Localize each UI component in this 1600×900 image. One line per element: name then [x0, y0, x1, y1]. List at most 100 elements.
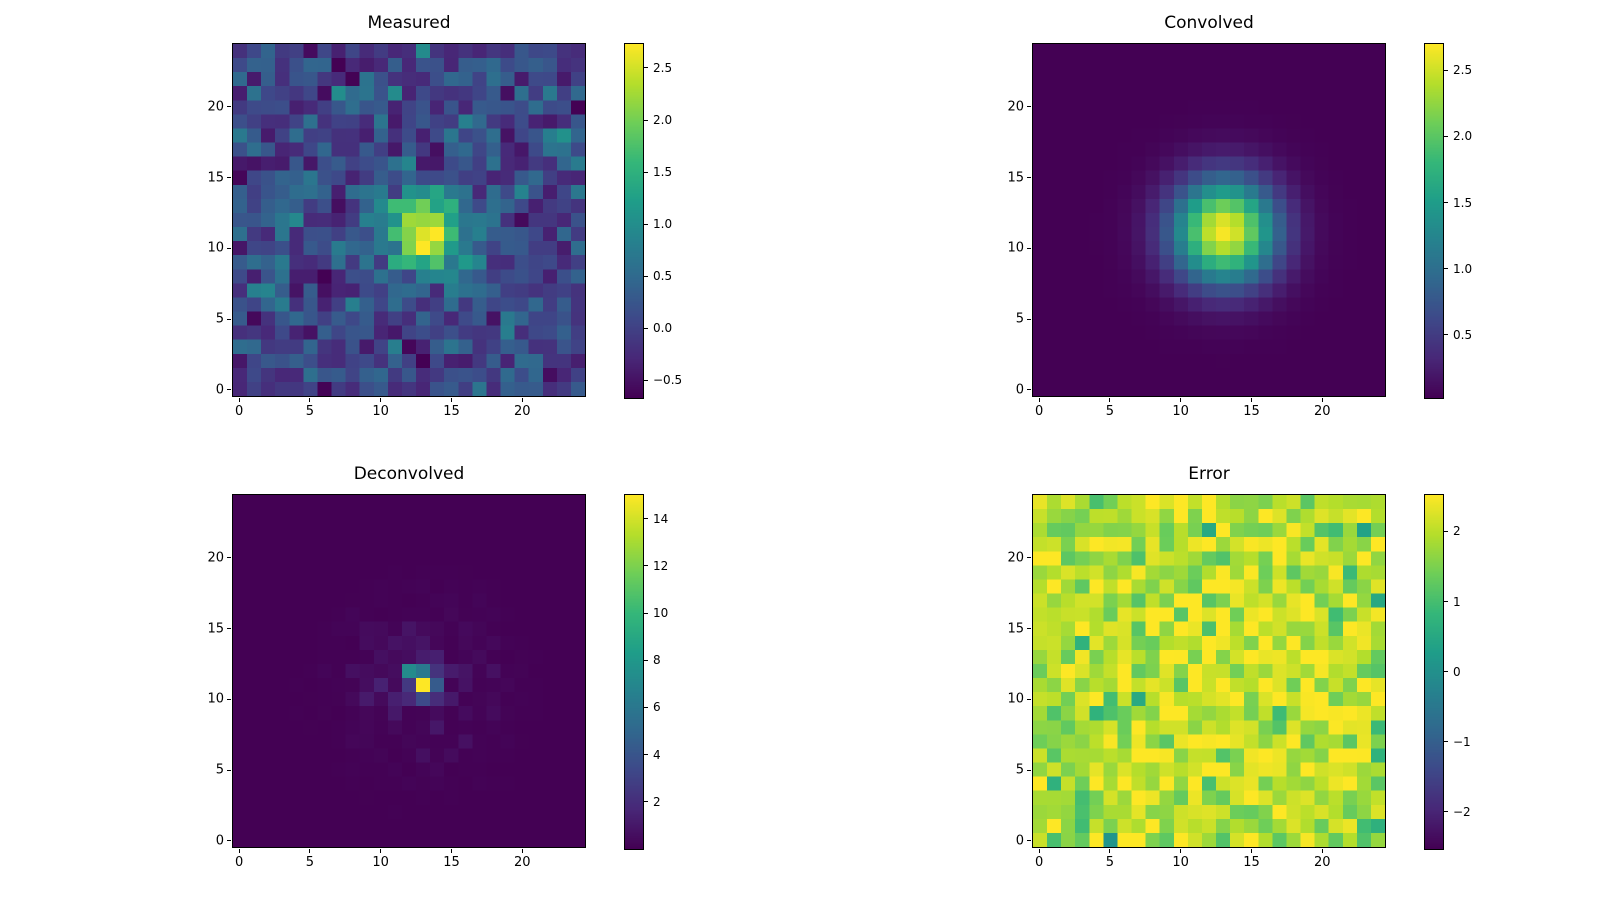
colorbar-tick-mark: [1444, 135, 1448, 137]
y-tick-mark: [1027, 177, 1031, 179]
y-tick-label: 20: [1007, 99, 1024, 115]
colorbar-tick-mark: [644, 223, 648, 225]
colorbar-gradient: [1425, 495, 1443, 849]
colorbar-tick-mark: [1444, 811, 1448, 813]
colorbar-tick-mark: [644, 706, 648, 708]
colorbar-tick-mark: [644, 379, 648, 381]
x-tick-mark: [238, 849, 240, 853]
colorbar-tick-mark: [1444, 671, 1448, 673]
colorbar-tick-mark: [644, 565, 648, 567]
colorbar: 14 12 10 8 6 4 2: [624, 494, 668, 850]
y-tick-mark: [1027, 106, 1031, 108]
colorbar-tick-mark: [644, 801, 648, 803]
colorbar-tick-mark: [1444, 334, 1448, 336]
colorbar-tick-mark: [644, 119, 648, 121]
y-tick-mark: [227, 106, 231, 108]
y-tick-mark: [227, 557, 231, 559]
y-tick-label: 0: [1015, 833, 1024, 849]
y-tick-label: 15: [207, 170, 224, 186]
x-tick-mark: [1109, 398, 1111, 402]
x-tick-mark: [450, 398, 452, 402]
x-tick-label: 15: [1243, 855, 1260, 870]
y-tick-label: 15: [1007, 621, 1024, 637]
x-tick-mark: [1250, 398, 1252, 402]
x-tick-mark: [1180, 398, 1182, 402]
colorbar-tick-label: −0.5: [653, 373, 683, 388]
y-tick-mark: [1027, 318, 1031, 320]
heatmap-canvas: [1033, 495, 1385, 847]
colorbar-tick-label: 2.5: [1453, 63, 1473, 78]
y-tick-label: 10: [1007, 240, 1024, 256]
colorbar-tick-mark: [644, 659, 648, 661]
y-tick-mark: [227, 628, 231, 630]
colorbar-tick-mark: [1444, 741, 1448, 743]
x-tick-mark: [521, 849, 523, 853]
y-tick-label: 20: [207, 99, 224, 115]
panel-measured: Measured 2.5 2.0 1.5 1.0 0.5 0.0 −0.5 0 5 10 15 20…: [207, 13, 682, 419]
y-tick-label: 20: [1007, 550, 1024, 566]
x-tick-label: 0: [234, 855, 244, 870]
panel-convolved: Convolved 2.5 2.0 1.5 1.0 0.5 0 5 10 15 20 0 5 10 15…: [1007, 13, 1472, 419]
x-tick-mark: [450, 849, 452, 853]
x-tick-mark: [1038, 849, 1040, 853]
x-tick-mark: [1180, 849, 1182, 853]
panel-deconvolved: Deconvolved 14 12 10 8 6 4 2 0 5 10 15 20 0 5 10 15 20: [207, 464, 668, 870]
x-tick-label: 10: [372, 404, 389, 419]
y-tick-mark: [1027, 840, 1031, 842]
y-tick-mark: [227, 840, 231, 842]
y-tick-mark: [227, 769, 231, 771]
colorbar-gradient: [625, 44, 643, 398]
colorbar-tick-mark: [644, 518, 648, 520]
y-tick-label: 20: [207, 550, 224, 566]
x-tick-label: 0: [234, 404, 244, 419]
colorbar-tick-label: 4: [653, 747, 661, 762]
x-tick-label: 5: [1105, 855, 1115, 870]
x-tick-label: 15: [443, 855, 460, 870]
y-tick-mark: [1027, 247, 1031, 249]
colorbar-gradient: [625, 495, 643, 849]
colorbar-tick-label: 1.5: [653, 165, 673, 180]
x-tick-mark: [380, 849, 382, 853]
y-tick-mark: [1027, 628, 1031, 630]
x-tick-mark: [1250, 849, 1252, 853]
y-tick-label: 15: [207, 621, 224, 637]
colorbar-tick-label: 1.0: [1453, 261, 1473, 276]
colorbar-tick-label: 8: [653, 653, 661, 668]
colorbar-gradient: [1425, 44, 1443, 398]
x-tick-label: 15: [1243, 404, 1260, 419]
y-tick-mark: [227, 318, 231, 320]
y-tick-label: 10: [207, 240, 224, 256]
panel-title: Deconvolved: [353, 464, 465, 484]
heatmap-plot: [1032, 494, 1386, 848]
y-tick-mark: [227, 247, 231, 249]
colorbar-tick-mark: [644, 171, 648, 173]
x-tick-label: 0: [1034, 855, 1044, 870]
y-tick-label: 5: [1015, 311, 1024, 327]
colorbar-tick-label: 1.0: [653, 217, 673, 232]
y-tick-label: 10: [207, 691, 224, 707]
x-tick-mark: [380, 398, 382, 402]
panel-title: Error: [1188, 464, 1230, 484]
colorbar-tick-label: 2.5: [653, 60, 673, 75]
x-tick-label: 10: [1172, 855, 1189, 870]
colorbar-tick-label: 0: [1453, 664, 1461, 679]
y-tick-mark: [227, 698, 231, 700]
x-tick-mark: [1321, 398, 1323, 402]
colorbar-tick-label: 0.5: [1453, 327, 1473, 342]
heatmap-plot: [1032, 43, 1386, 397]
x-tick-label: 0: [1034, 404, 1044, 419]
y-tick-label: 5: [215, 311, 224, 327]
heatmap-canvas: [233, 44, 585, 396]
colorbar-tick-mark: [1444, 202, 1448, 203]
y-tick-mark: [1027, 769, 1031, 771]
heatmap-plot: [232, 494, 586, 848]
x-tick-label: 20: [513, 855, 531, 870]
y-tick-label: 0: [215, 833, 224, 849]
colorbar-tick-mark: [1444, 69, 1448, 71]
x-tick-label: 15: [443, 404, 460, 419]
colorbar-tick-mark: [644, 612, 648, 614]
colorbar-tick-mark: [644, 327, 648, 329]
x-tick-mark: [521, 398, 523, 402]
x-tick-label: 10: [372, 855, 389, 870]
y-tick-label: 0: [1015, 382, 1024, 398]
